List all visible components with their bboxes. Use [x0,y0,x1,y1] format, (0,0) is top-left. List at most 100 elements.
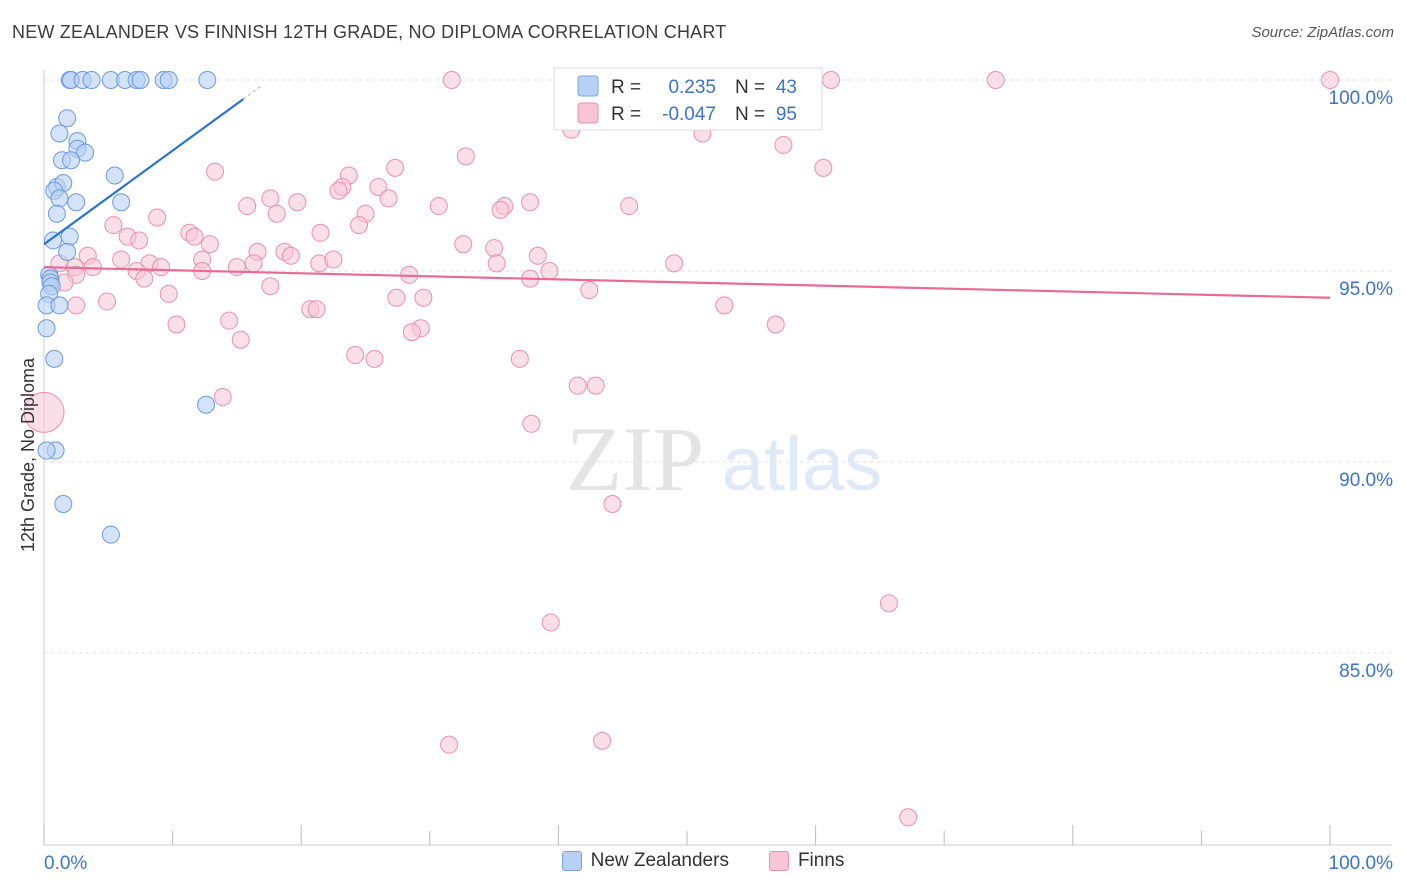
y-tick-label-3: 85.0% [1339,661,1393,682]
x-tick-label-0: 0.0% [44,853,87,874]
new-zealanders-point-3 [82,71,101,89]
finns-point-10 [386,158,405,177]
finns-point-34 [130,231,149,250]
new-zealanders-point-9 [159,71,178,89]
stats-r-label-2: R = [611,104,641,125]
tick-labels: 100.0% 95.0% 90.0% 85.0% 0.0% 100.0% [44,88,1393,874]
source-credit: Source: ZipAtlas.com [1251,24,1394,41]
new-zealanders-point-18 [105,166,124,185]
finns-point-11 [206,162,225,181]
grid-layer [44,79,1392,654]
series-legend: New Zealanders Finns [0,850,1406,872]
finns-point-29 [104,216,123,235]
new-zealanders-point-10 [198,71,217,89]
watermark-atlas: atlas [722,422,883,507]
finns-point-42 [528,246,547,265]
finns-point-3 [986,71,1005,89]
finns-point-66 [580,281,599,300]
finns-point-83 [510,349,529,368]
finns-point-49 [227,258,246,277]
stats-swatch-pink [577,102,599,124]
stats-n-value-1: 43 [776,77,797,98]
finns-point-9 [814,158,833,177]
stats-n-label-2: N = [735,104,765,125]
new-zealanders-point-22 [50,189,69,208]
finns-point-20 [429,197,448,216]
finns-point-37 [485,239,504,258]
chart-title: NEW ZEALANDER VS FINNISH 12TH GRADE, NO … [12,22,727,42]
new-zealanders-point-27 [44,231,63,250]
finns-point-80 [231,330,250,349]
finns-point-93 [593,731,612,750]
new-zealanders-point-36 [37,319,56,338]
finns-point-7 [774,135,793,154]
finns-point-79 [402,323,421,342]
finns-point-88 [522,414,541,433]
watermark-zip: ZIP [566,408,704,510]
finns-point-92 [440,735,459,754]
finns-point-91 [879,594,898,613]
new-zealanders-point-11 [58,109,77,128]
finns-point-82 [365,349,384,368]
finns-point-53 [487,254,506,273]
stats-r-label-1: R = [611,77,641,98]
new-zealanders-point-38 [197,395,216,414]
new-zealanders-point-23 [67,193,86,212]
finns-point-4 [1321,71,1339,89]
finns-point-71 [715,296,734,315]
new-zealanders-trend-extension [242,84,263,100]
finns-point-35 [200,235,219,254]
y-axis-label: 12th Grade, No Diploma [18,357,38,552]
legend-item-finns: Finns [768,850,844,872]
stats-r-value-2: -0.047 [662,104,716,125]
new-zealanders-point-25 [47,204,66,223]
new-zealanders-point-42 [101,525,120,544]
new-zealanders-point-17 [62,151,81,170]
finns-trend-line [43,266,1331,299]
finns-point-63 [135,269,154,288]
finns-point-17 [379,189,398,208]
new-zealanders-point-7 [131,71,150,89]
finns-point-85 [586,376,605,395]
new-zealanders-point-15 [76,143,95,162]
finns-point-28 [350,216,369,235]
finns-point-70 [98,292,117,311]
finns-point-2 [822,71,841,89]
finns-point-23 [491,200,510,219]
finns-point-84 [568,376,587,395]
axes-layer [43,70,1392,846]
finns-point-77 [167,315,186,334]
finns-point-8 [456,147,475,166]
finns-point-15 [329,181,348,200]
finns-point-47 [324,250,343,269]
new-zealanders-points [37,71,217,544]
legend-swatch-pink [768,851,789,871]
finns-point-32 [185,227,204,246]
finns-point-19 [238,197,257,216]
finns-point-27 [148,208,167,227]
legend-label-new-zealanders: New Zealanders [590,850,729,871]
finns-point-25 [267,204,286,223]
stats-r-value-1: 0.235 [668,77,716,98]
finns-point-40 [281,246,300,265]
finns-point-89 [603,495,622,514]
new-zealanders-trend-line [43,98,244,246]
finns-point-45 [112,250,131,269]
finns-point-52 [152,258,171,277]
stats-legend: R = 0.235 N = 43 R = -0.047 N = 95 [553,67,823,131]
finns-point-24 [521,193,540,212]
finns-point-31 [311,223,330,242]
stats-n-label-1: N = [735,77,765,98]
finns-point-50 [244,254,263,273]
legend-item-new-zealanders: New Zealanders [561,850,729,872]
watermark: ZIP atlas [566,408,882,510]
finns-point-14 [369,177,388,196]
x-tick-label-1: 100.0% [1329,853,1394,874]
finns-point-43 [665,254,684,273]
finns-point-0 [442,71,461,89]
finns-point-69 [414,288,433,307]
y-tick-label-0: 100.0% [1329,88,1394,109]
finns-point-72 [67,296,86,315]
finns-point-74 [307,300,326,319]
